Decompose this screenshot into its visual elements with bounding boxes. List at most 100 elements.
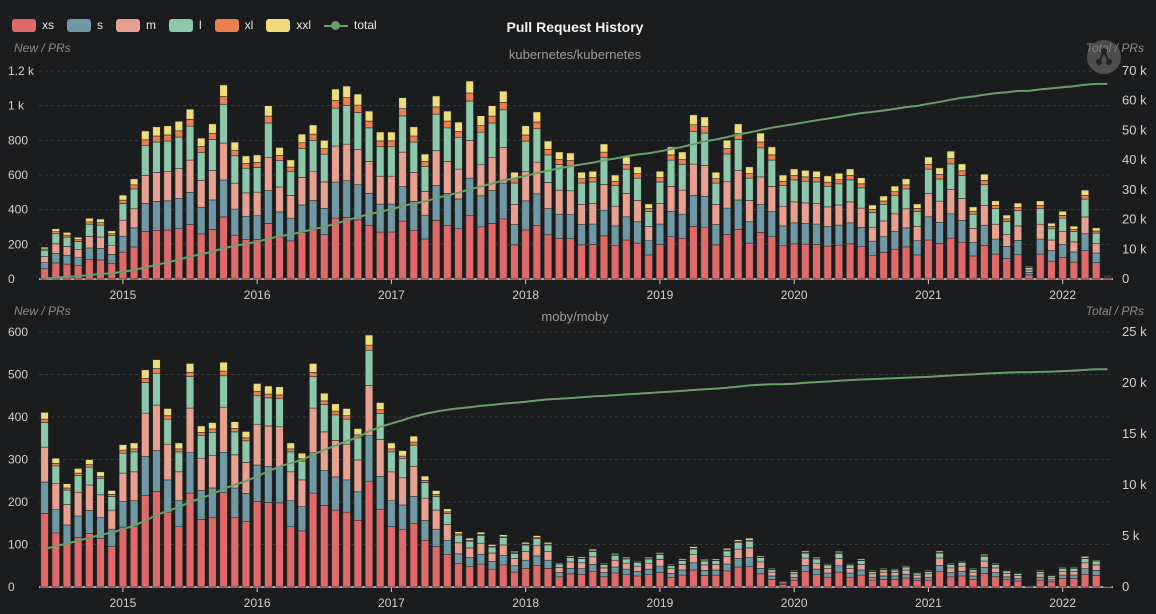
bar-s-2020-02[interactable] (801, 223, 810, 245)
bar-xs-2015-05[interactable] (163, 511, 172, 588)
bar-l-2019-05[interactable] (700, 132, 709, 166)
bar-xxl-2015-09[interactable] (208, 123, 217, 134)
bar-m-2016-06[interactable] (308, 170, 318, 201)
bar-xs-2016-04[interactable] (286, 240, 295, 280)
bar-xs-2017-12[interactable] (510, 571, 519, 588)
bar-l-2022-03[interactable] (1080, 198, 1090, 218)
bar-l-2016-06[interactable] (308, 140, 318, 172)
bar-xxl-2020-09[interactable] (879, 195, 888, 202)
bar-s-2016-01[interactable] (253, 215, 262, 240)
bar-m-2017-11[interactable] (499, 147, 508, 184)
bar-m-2018-08[interactable] (599, 184, 609, 211)
bar-s-2019-04[interactable] (689, 562, 698, 571)
bar-xl-2018-11[interactable] (633, 173, 642, 179)
bar-xxl-2020-03[interactable] (812, 170, 821, 178)
bar-xs-2016-06[interactable] (308, 492, 318, 588)
bar-xxl-2016-10[interactable] (353, 428, 362, 436)
bar-xs-2021-07[interactable] (991, 576, 1000, 588)
bar-xl-2019-06[interactable] (711, 178, 720, 184)
bar-xs-2015-11[interactable] (230, 234, 239, 280)
bar-l-2020-01[interactable] (790, 571, 799, 575)
bar-xxl-2020-10[interactable] (890, 568, 899, 570)
bar-l-2016-04[interactable] (286, 171, 295, 196)
bar-xl-2016-07[interactable] (320, 148, 329, 155)
bar-xxl-2015-08[interactable] (197, 137, 206, 147)
bar-m-2018-01[interactable] (521, 550, 530, 561)
bar-xs-2018-10[interactable] (622, 239, 631, 280)
bar-xl-2014-07[interactable] (51, 463, 60, 467)
bar-m-2017-05[interactable] (432, 509, 441, 530)
bar-xs-2019-04[interactable] (689, 226, 698, 280)
bar-xs-2022-04[interactable] (1092, 575, 1101, 588)
bar-m-2014-08[interactable] (62, 504, 72, 526)
bar-xl-2015-05[interactable] (163, 415, 172, 420)
bar-m-2015-02[interactable] (129, 471, 139, 502)
bar-l-2018-01[interactable] (521, 544, 530, 552)
bar-m-2022-01[interactable] (1058, 570, 1067, 576)
bar-s-2017-04[interactable] (420, 519, 430, 541)
bar-xl-2022-01[interactable] (1058, 215, 1067, 219)
bar-s-2017-11[interactable] (499, 555, 508, 566)
bar-l-2016-12[interactable] (376, 146, 385, 177)
bar-xl-2021-03[interactable] (946, 158, 955, 165)
bar-m-2019-04[interactable] (689, 554, 698, 564)
bar-l-2020-10[interactable] (890, 194, 899, 215)
bar-l-2016-08[interactable] (331, 107, 340, 147)
bar-s-2014-09[interactable] (74, 515, 83, 538)
bar-s-2016-12[interactable] (376, 476, 385, 510)
bar-xs-2014-12[interactable] (107, 546, 116, 588)
bar-s-2020-04[interactable] (823, 226, 832, 247)
bar-m-2015-03[interactable] (141, 412, 150, 457)
bar-m-2016-03[interactable] (275, 186, 284, 213)
bar-xl-2020-09[interactable] (879, 200, 888, 205)
bar-l-2015-06[interactable] (174, 451, 183, 473)
bar-s-2016-06[interactable] (308, 200, 318, 231)
bar-xl-2015-06[interactable] (174, 448, 183, 453)
bar-l-2018-04[interactable] (555, 563, 564, 568)
bar-s-2019-10[interactable] (756, 567, 765, 575)
bar-xxl-2019-05[interactable] (700, 116, 709, 127)
bar-m-2017-12[interactable] (510, 558, 519, 567)
bar-m-2016-11[interactable] (364, 385, 374, 436)
bar-s-2016-04[interactable] (286, 500, 295, 527)
bar-xs-2014-12[interactable] (107, 263, 116, 280)
bar-l-2017-06[interactable] (443, 513, 452, 525)
bar-xxl-2018-06[interactable] (577, 171, 586, 179)
bar-xxl-2021-06[interactable] (980, 173, 989, 181)
bar-xxl-2020-10[interactable] (890, 185, 899, 192)
bar-s-2017-06[interactable] (443, 193, 452, 226)
bar-xl-2020-11[interactable] (901, 184, 911, 190)
bar-xxl-2022-01[interactable] (1058, 210, 1067, 216)
bar-xxl-2020-08[interactable] (868, 204, 877, 210)
bar-xxl-2014-06[interactable] (40, 412, 49, 420)
bar-xs-2019-02[interactable] (666, 577, 676, 588)
bar-l-2021-06[interactable] (980, 184, 989, 206)
bar-xxl-2016-09[interactable] (342, 408, 351, 417)
bar-l-2019-01[interactable] (655, 554, 665, 560)
bar-s-2018-02[interactable] (532, 193, 541, 226)
bar-s-2016-09[interactable] (342, 180, 351, 218)
bar-xs-2017-01[interactable] (387, 526, 396, 588)
bar-s-2019-03[interactable] (678, 569, 687, 576)
bar-m-2022-03[interactable] (1080, 216, 1090, 235)
bar-s-2021-03[interactable] (946, 572, 955, 578)
bar-l-2019-10[interactable] (756, 557, 765, 563)
bar-s-2014-10[interactable] (85, 247, 94, 260)
bar-s-2020-07[interactable] (857, 227, 866, 247)
bar-m-2020-02[interactable] (801, 202, 810, 224)
bar-xxl-2016-01[interactable] (253, 383, 262, 392)
bar-m-2016-06[interactable] (308, 407, 318, 454)
bar-xl-2015-01[interactable] (118, 449, 128, 454)
bar-xxl-2018-01[interactable] (521, 542, 530, 545)
bar-xxl-2020-04[interactable] (823, 175, 832, 183)
bar-xxl-2016-04[interactable] (286, 159, 295, 168)
bar-l-2019-06[interactable] (711, 560, 720, 565)
bar-xxl-2017-08[interactable] (465, 80, 474, 94)
bar-l-2014-09[interactable] (74, 475, 83, 493)
bar-xxl-2014-12[interactable] (107, 490, 116, 495)
bar-xxl-2021-04[interactable] (957, 560, 967, 563)
bar-xxl-2019-12[interactable] (778, 174, 788, 182)
bar-m-2017-10[interactable] (487, 157, 497, 191)
bar-xl-2017-04[interactable] (420, 161, 430, 167)
bar-xxl-2015-10[interactable] (219, 84, 228, 97)
